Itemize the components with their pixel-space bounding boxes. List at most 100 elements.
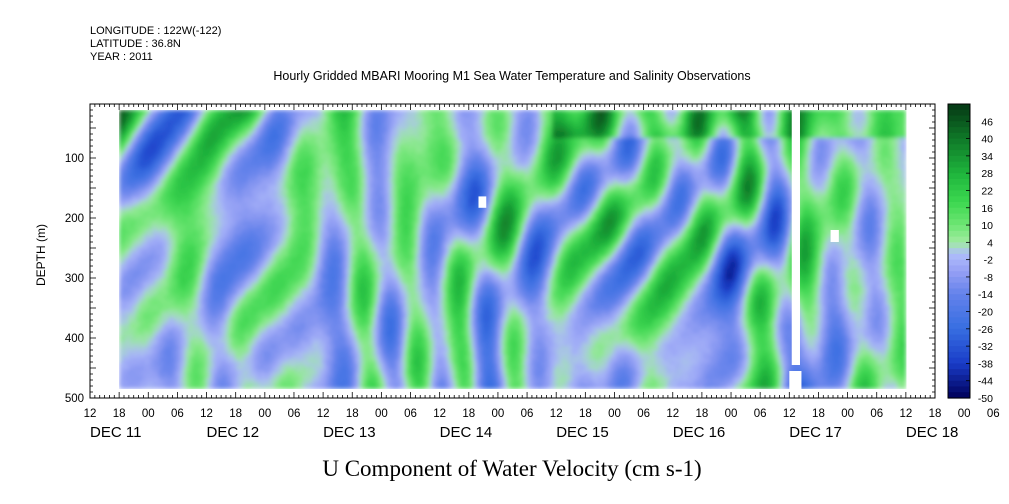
colorbar-swatch [948, 392, 970, 399]
velocity-field-image [119, 110, 907, 389]
colorbar-swatch [948, 150, 970, 157]
colorbar-swatch [948, 138, 970, 145]
x-day-tick-label: DEC 13 [323, 424, 376, 441]
colorbar-tick-label: 34 [981, 151, 993, 163]
colorbar-swatch [948, 323, 970, 330]
colorbar-tick-label: -44 [978, 376, 993, 388]
year-label: YEAR : 2011 [90, 51, 153, 63]
colorbar-swatch [948, 121, 970, 128]
missing-data-gap-0 [791, 105, 800, 365]
x-hour-tick-label: 12 [317, 408, 330, 420]
x-hour-tick-label: 06 [637, 408, 650, 420]
x-day-tick-label: DEC 16 [673, 424, 726, 441]
colorbar-swatch [948, 294, 970, 301]
plot-axes: 12 18 00 06 12 18 00 06 12 18 00 06 12 18 00 06 12 18 00 06… [65, 103, 1000, 441]
x-hour-tick-label: 18 [462, 408, 475, 420]
longitude-label: LONGITUDE : 122W(-122) [90, 25, 221, 37]
y-tick-label: 200 [65, 213, 84, 225]
colorbar-swatch [948, 311, 970, 318]
x-hour-tick-label: 06 [171, 408, 184, 420]
colorbar-swatch [948, 178, 970, 186]
x-hour-tick-label: 18 [113, 408, 126, 420]
y-tick-label: 100 [65, 153, 84, 165]
colorbar-swatch [948, 219, 970, 226]
colorbar-tick-label: -38 [978, 358, 993, 370]
x-hour-tick-label: 12 [433, 408, 446, 420]
x-hour-tick-label: 12 [899, 408, 912, 420]
x-hour-tick-label: 18 [929, 408, 942, 420]
colorbar-swatch [948, 253, 970, 261]
x-axis-label: U Component of Water Velocity (cm s-1) [322, 456, 701, 481]
colorbar-tick-label: -26 [978, 324, 993, 336]
x-day-tick-label: DEC 15 [556, 424, 609, 441]
x-hour-tick-label: 18 [346, 408, 359, 420]
x-hour-tick-label: 06 [754, 408, 767, 420]
colorbar-swatch [948, 207, 970, 215]
x-hour-tick-label: 06 [521, 408, 534, 420]
colorbar-tick-label: 4 [987, 237, 993, 249]
x-hour-tick-label: 00 [375, 408, 388, 420]
colorbar: 46 40 34 28 22 16 10 4 -2 -8 -14 -20 -26 -32 -38 -44 -50 [947, 103, 993, 405]
colorbar-swatch [948, 104, 970, 111]
x-hour-tick-label: 18 [812, 408, 825, 420]
chart-title: Hourly Gridded MBARI Mooring M1 Sea Wate… [273, 69, 750, 83]
colorbar-swatch [948, 363, 970, 370]
latitude-label: LATITUDE : 36.8N [90, 38, 181, 50]
colorbar-swatch [948, 202, 970, 209]
colorbar-tick-label: -14 [978, 289, 993, 301]
colorbar-tick-label: 10 [981, 220, 993, 232]
colorbar-swatch [948, 173, 970, 180]
colorbar-swatch [948, 305, 970, 313]
colorbar-tick-label: -32 [978, 341, 993, 353]
colorbar-tick-label: -8 [984, 272, 993, 284]
colorbar-swatch [948, 161, 970, 169]
y-tick-label: 300 [65, 273, 84, 285]
colorbar-swatch [948, 259, 970, 267]
x-day-tick-label: DEC 11 [90, 424, 141, 441]
x-hour-tick-label: 06 [987, 408, 1000, 420]
x-hour-tick-label: 12 [550, 408, 563, 420]
x-hour-tick-label: 18 [229, 408, 242, 420]
colorbar-swatch [948, 328, 970, 336]
x-hour-tick-label: 00 [958, 408, 971, 420]
x-hour-tick-label: 06 [404, 408, 417, 420]
colorbar-swatch [948, 132, 970, 140]
colorbar-swatch [948, 265, 970, 272]
colorbar-swatch [948, 236, 970, 243]
colorbar-swatch [948, 276, 970, 284]
x-hour-tick-label: 12 [666, 408, 679, 420]
colorbar-frame [947, 103, 971, 399]
x-hour-tick-label: 06 [288, 408, 301, 420]
x-hour-tick-label: 12 [200, 408, 213, 420]
colorbar-tick-label: 22 [981, 185, 993, 197]
missing-data-gap-2 [478, 196, 487, 208]
colorbar-swatch [948, 109, 970, 117]
colorbar-swatch [948, 167, 970, 174]
colorbar-swatch [948, 190, 970, 197]
colorbar-swatch [948, 317, 970, 324]
x-hour-tick-label: 00 [841, 408, 854, 420]
y-axis-label: DEPTH (m) [34, 224, 48, 286]
colorbar-swatch [948, 184, 970, 192]
colorbar-swatch [948, 225, 970, 232]
colorbar-swatch [948, 282, 970, 290]
colorbar-swatch [948, 346, 970, 353]
colorbar-swatch [948, 386, 970, 393]
colorbar-swatch [948, 196, 970, 203]
x-hour-tick-label: 18 [695, 408, 708, 420]
x-hour-tick-label: 00 [608, 408, 621, 420]
x-day-tick-label: DEC 18 [906, 424, 959, 441]
colorbar-swatch [948, 369, 970, 376]
x-hour-tick-label: 00 [725, 408, 738, 420]
colorbar-swatch [948, 248, 970, 255]
x-hour-tick-label: 00 [492, 408, 505, 420]
colorbar-swatch [948, 374, 970, 382]
x-hour-tick-label: 06 [870, 408, 883, 420]
colorbar-swatch [948, 300, 970, 307]
x-hour-tick-label: 12 [783, 408, 796, 420]
colorbar-swatch [948, 357, 970, 365]
colorbar-swatch [948, 144, 970, 151]
x-day-tick-label: DEC 17 [789, 424, 842, 441]
colorbar-swatch [948, 213, 970, 220]
